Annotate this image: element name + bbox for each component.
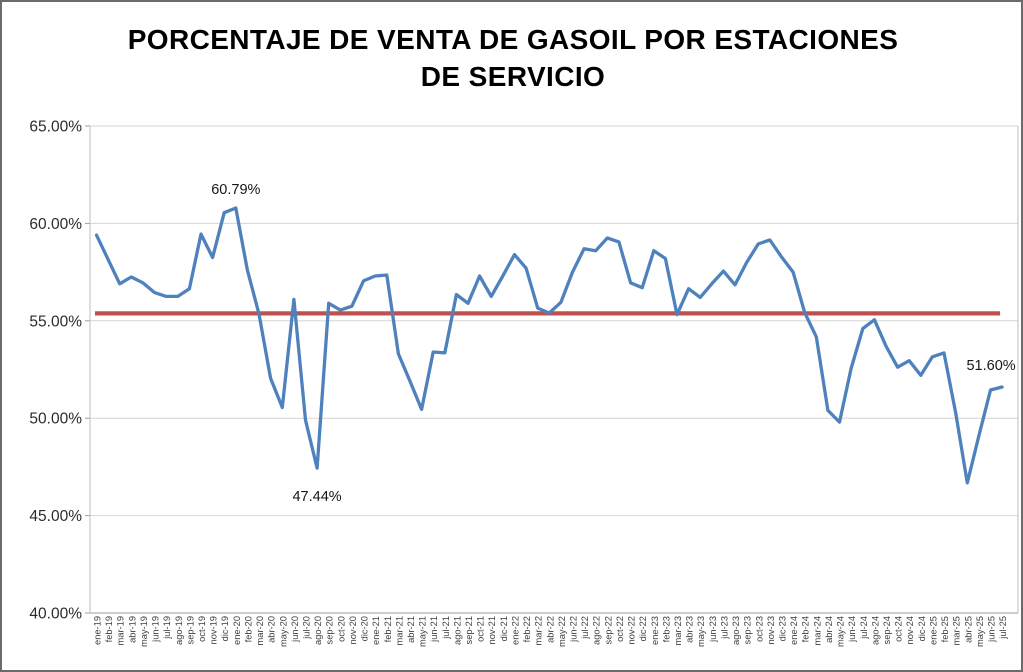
x-axis-label: ene-25 xyxy=(928,616,938,645)
x-axis-label: feb-24 xyxy=(801,616,811,642)
x-axis-label: sep-23 xyxy=(743,616,753,644)
x-axis-label: may-24 xyxy=(836,616,846,647)
data-label: 47.44% xyxy=(292,489,341,505)
x-axis-label: ago-23 xyxy=(731,616,741,645)
x-axis-label: abr-19 xyxy=(127,616,137,643)
y-axis-label: 60.00% xyxy=(29,216,82,233)
y-axis-label: 40.00% xyxy=(29,606,82,623)
x-axis-label: mar-19 xyxy=(116,616,126,645)
x-axis-label: jun-23 xyxy=(708,616,718,643)
x-axis-label: nov-23 xyxy=(766,616,776,644)
x-axis-label: may-19 xyxy=(139,616,149,647)
y-axis-label: 55.00% xyxy=(29,313,82,330)
x-axis-label: mar-20 xyxy=(255,616,265,645)
x-axis-label: feb-22 xyxy=(522,616,532,642)
x-axis-label: abr-21 xyxy=(406,616,416,643)
x-axis-label: nov-24 xyxy=(905,616,915,644)
x-axis-label: jun-21 xyxy=(429,616,439,643)
x-axis-label: may-20 xyxy=(278,616,288,647)
x-axis-label: nov-22 xyxy=(627,616,637,644)
data-label: 51.60% xyxy=(966,358,1015,374)
x-axis-label: mar-21 xyxy=(394,616,404,645)
x-axis-label: ene-23 xyxy=(650,616,660,645)
x-axis-label: sep-24 xyxy=(882,616,892,644)
data-label: 60.79% xyxy=(211,182,260,198)
x-axis-label: jun-19 xyxy=(151,616,161,643)
x-axis-label: jul-23 xyxy=(719,616,729,640)
x-axis-label: nov-19 xyxy=(209,616,219,644)
x-axis-label: jul-19 xyxy=(162,616,172,640)
x-axis-label: jul-22 xyxy=(580,616,590,640)
x-axis-label: oct-20 xyxy=(336,616,346,642)
x-axis-label: oct-21 xyxy=(476,616,486,642)
x-axis-label: sep-22 xyxy=(603,616,613,644)
y-axis-label: 45.00% xyxy=(29,508,82,525)
x-axis-label: oct-24 xyxy=(894,616,904,642)
x-axis-label: abr-24 xyxy=(824,616,834,643)
x-axis-label: jul-21 xyxy=(441,616,451,640)
x-axis-label: mar-25 xyxy=(952,616,962,645)
x-axis-label: mar-22 xyxy=(534,616,544,645)
x-axis-label: mar-24 xyxy=(812,616,822,645)
x-axis-label: dic-24 xyxy=(917,616,927,641)
x-axis-label: oct-19 xyxy=(197,616,207,642)
x-axis-label: dic-23 xyxy=(777,616,787,641)
x-axis-label: jul-20 xyxy=(301,616,311,640)
x-axis-label: dic-21 xyxy=(499,616,509,641)
x-axis-label: dic-20 xyxy=(360,616,370,641)
x-axis-label: abr-22 xyxy=(545,616,555,643)
x-axis-label: jun-22 xyxy=(569,616,579,643)
x-axis-label: ene-19 xyxy=(93,616,103,645)
x-axis-label: feb-23 xyxy=(661,616,671,642)
x-axis-label: feb-20 xyxy=(243,616,253,642)
x-axis-label: feb-21 xyxy=(383,616,393,642)
x-axis-label: ago-22 xyxy=(592,616,602,645)
x-axis-label: ago-24 xyxy=(870,616,880,645)
x-axis-label: sep-19 xyxy=(185,616,195,644)
x-axis-label: nov-21 xyxy=(487,616,497,644)
x-axis-label: ene-22 xyxy=(510,616,520,645)
x-axis-label: may-23 xyxy=(696,616,706,647)
series-line xyxy=(94,206,1004,485)
x-axis-label: abr-25 xyxy=(963,616,973,643)
x-axis-label: dic-22 xyxy=(638,616,648,641)
x-axis-label: ago-20 xyxy=(313,616,323,645)
y-axis-label: 50.00% xyxy=(29,411,82,428)
x-axis-label: may-25 xyxy=(975,616,985,647)
x-axis-label: ago-21 xyxy=(452,616,462,645)
chart-title: PORCENTAJE DE VENTA DE GASOIL POR ESTACI… xyxy=(127,24,899,92)
x-axis-label: jun-24 xyxy=(847,616,857,643)
x-axis-label: dic-19 xyxy=(220,616,230,641)
x-axis-label: oct-23 xyxy=(754,616,764,642)
x-axis-label: sep-20 xyxy=(325,616,335,644)
x-axis-label: may-21 xyxy=(418,616,428,647)
x-axis-label: oct-22 xyxy=(615,616,625,642)
x-axis-label: ago-19 xyxy=(174,616,184,645)
x-axis-label: jul-25 xyxy=(998,616,1008,640)
x-axis-label: mar-23 xyxy=(673,616,683,645)
x-axis-label: abr-23 xyxy=(685,616,695,643)
x-axis-label: nov-20 xyxy=(348,616,358,644)
x-axis-label: may-22 xyxy=(557,616,567,647)
x-axis-label: sep-21 xyxy=(464,616,474,644)
x-axis-label: ene-20 xyxy=(232,616,242,645)
x-axis-label: abr-20 xyxy=(267,616,277,643)
y-axis-label: 65.00% xyxy=(29,119,82,136)
x-axis-label: feb-19 xyxy=(104,616,114,642)
x-axis-label: ene-24 xyxy=(789,616,799,645)
x-axis-label: jul-24 xyxy=(859,616,869,640)
x-axis-label: feb-25 xyxy=(940,616,950,642)
x-axis-label: ene-21 xyxy=(371,616,381,645)
x-axis-label: jun-20 xyxy=(290,616,300,643)
x-axis-label: jun-25 xyxy=(986,616,996,643)
